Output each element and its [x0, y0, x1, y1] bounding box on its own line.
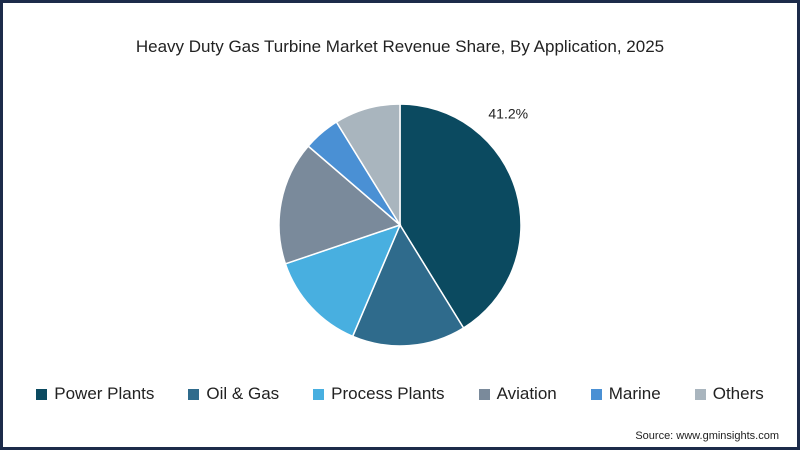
pie-slice-aviation — [278, 145, 402, 265]
legend-item: Marine — [590, 384, 661, 404]
legend-swatch — [188, 388, 200, 400]
pie-slice-others — [335, 103, 401, 228]
legend-item: Process Plants — [313, 384, 445, 404]
pie-slice-process-plants — [284, 223, 402, 338]
legend-swatch — [694, 388, 706, 400]
legend-label: Process Plants — [331, 384, 445, 403]
legend-item: Others — [694, 384, 764, 404]
legend-label: Oil & Gas — [206, 384, 280, 403]
legend-label: Aviation — [496, 384, 557, 403]
legend-label: Others — [712, 384, 764, 403]
legend-item: Oil & Gas — [188, 384, 279, 404]
legend-item: Aviation — [478, 384, 557, 404]
pie-chart: 41.2% — [278, 103, 528, 347]
source-note: Source: www.gminsights.com — [635, 430, 779, 442]
legend-label: Power Plants — [54, 384, 155, 403]
legend-swatch — [478, 388, 490, 400]
legend: Power Plants Oil & Gas Process Plants Aviat… — [3, 384, 797, 404]
legend-item: Power Plants — [36, 384, 154, 404]
chart-title: Heavy Duty Gas Turbine Market Revenue Sh… — [135, 37, 665, 56]
pie-slice-oil-gas — [351, 223, 465, 347]
pie-slice-power-plants — [399, 103, 522, 330]
legend-swatch — [36, 388, 48, 400]
legend-label: Marine — [608, 384, 661, 403]
legend-swatch — [590, 388, 602, 400]
data-label: 41.2% — [488, 105, 528, 121]
legend-swatch — [313, 388, 325, 400]
